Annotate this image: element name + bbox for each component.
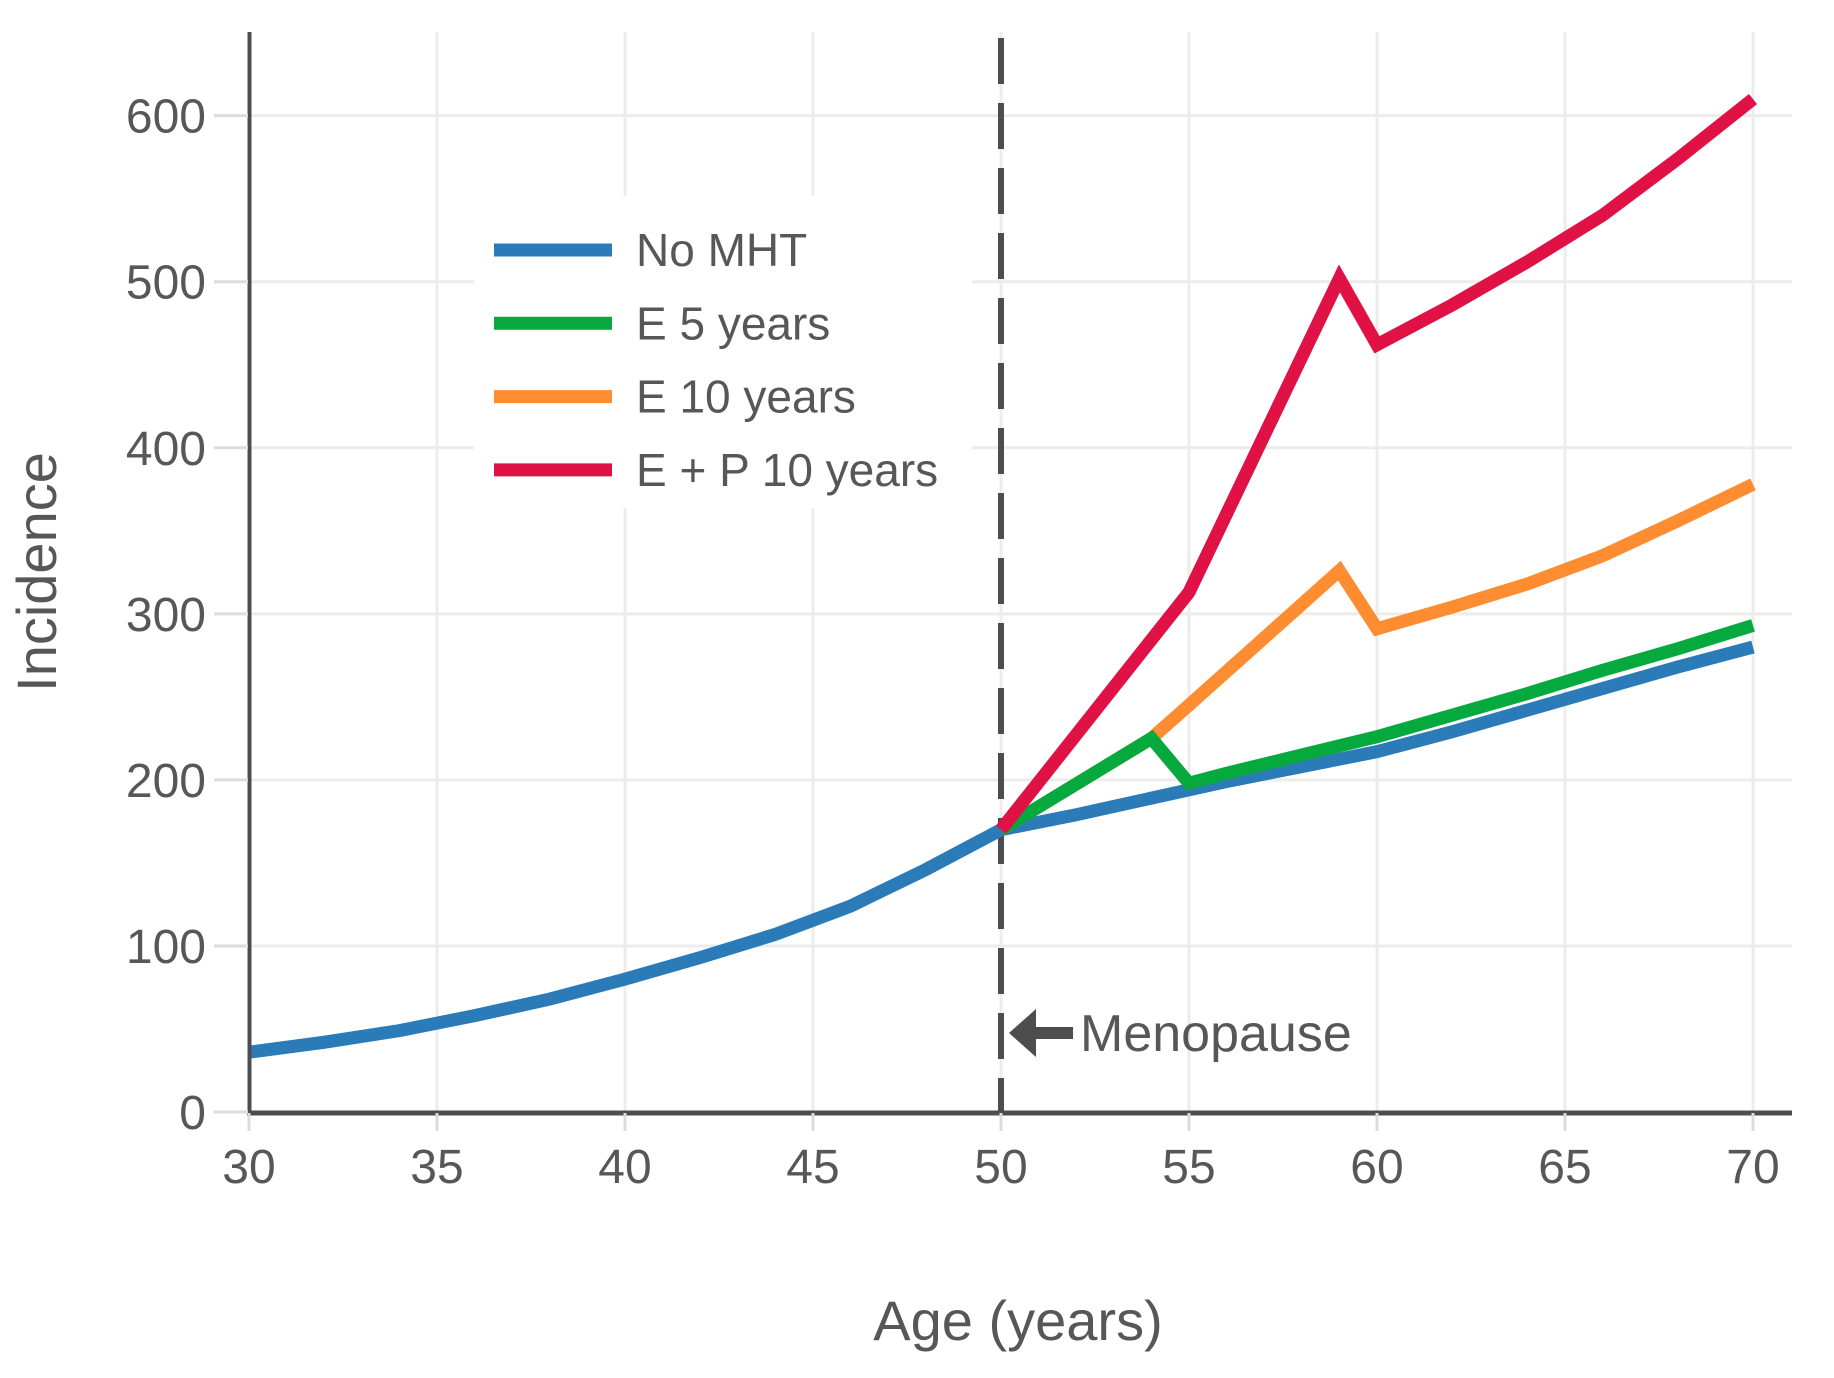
legend: No MHT E 5 years E 10 years E + P 10 years	[474, 196, 972, 508]
legend-item-no-mht: No MHT	[494, 224, 807, 276]
x-tick-label: 40	[598, 1141, 651, 1194]
legend-item-e-5-years: E 5 years	[494, 297, 830, 349]
y-tick-label: 600	[126, 91, 206, 144]
series-line-e-10-years	[997, 478, 1756, 836]
y-tick-label: 500	[126, 257, 206, 310]
menopause-annotation: Menopause	[1009, 1005, 1352, 1063]
menopause-annotation-text: Menopause	[1080, 1005, 1352, 1063]
legend-label: No MHT	[636, 224, 807, 276]
x-tick-label: 60	[1350, 1141, 1403, 1194]
x-tick-label: 35	[410, 1141, 463, 1194]
x-tick-label: 65	[1538, 1141, 1591, 1194]
series-line-e-p-10-years	[995, 93, 1758, 834]
y-tick-label: 200	[126, 755, 206, 808]
x-tick-label: 70	[1726, 1141, 1779, 1194]
y-tick-label: 300	[126, 589, 206, 642]
x-tick-label: 45	[786, 1141, 839, 1194]
axis-tick-labels: 30 35 40 45 50 55 60 65 70 0 100 200 300 400 500 600	[126, 91, 1780, 1194]
axis-ticks	[214, 114, 1755, 1131]
y-tick-label: 0	[179, 1087, 206, 1140]
legend-label: E + P 10 years	[636, 444, 938, 496]
y-tick-label: 400	[126, 423, 206, 476]
legend-item-e-p-10-years: E + P 10 years	[494, 444, 938, 496]
y-tick-label: 100	[126, 921, 206, 974]
x-tick-label: 55	[1162, 1141, 1215, 1194]
legend-label: E 5 years	[636, 297, 830, 349]
left-arrow-icon	[1009, 1009, 1073, 1057]
x-axis-title: Age (years)	[873, 1289, 1162, 1352]
x-tick-label: 50	[974, 1141, 1027, 1194]
legend-label: E 10 years	[636, 371, 856, 423]
x-tick-label: 30	[222, 1141, 275, 1194]
series-line-e-5-years	[997, 619, 1755, 836]
y-axis-title: Incidence	[5, 452, 68, 692]
series-lines	[248, 93, 1758, 1059]
legend-item-e-10-years: E 10 years	[494, 371, 856, 423]
